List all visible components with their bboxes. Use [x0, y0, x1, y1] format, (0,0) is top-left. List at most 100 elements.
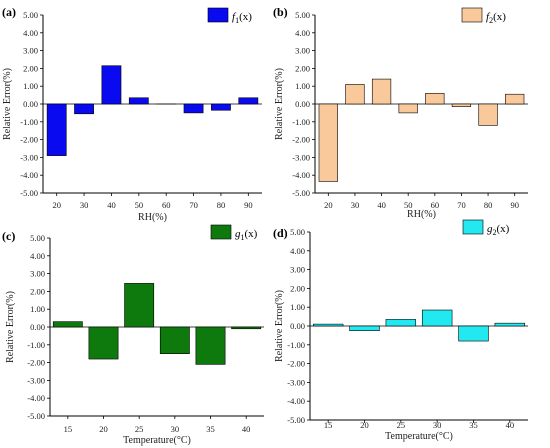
y-tick-label: -1.00 [287, 340, 305, 350]
bar [478, 103, 498, 126]
bar [451, 103, 472, 107]
panel-label: (a) [2, 5, 16, 19]
x-tick-label: 20 [360, 420, 369, 430]
y-tick-label: -4.00 [20, 170, 38, 180]
y-tick-label: 3.00 [30, 269, 45, 279]
x-tick-label: 25 [397, 420, 406, 430]
bar [318, 103, 338, 182]
y-tick-label: 3.00 [290, 265, 305, 275]
bar [398, 103, 418, 114]
y-tick-label: -3.00 [292, 152, 310, 162]
bar [421, 309, 453, 327]
y-tick-label: 5.00 [290, 227, 305, 237]
bar [195, 326, 226, 365]
x-tick-label: 25 [135, 424, 144, 434]
x-tick-label: 35 [206, 424, 215, 434]
bar [231, 326, 262, 330]
y-axis-label: Relative Error(%) [274, 290, 285, 362]
bar [494, 322, 526, 327]
y-tick-label: -3.00 [20, 152, 38, 162]
y-tick-label: -1.00 [20, 117, 38, 127]
y-tick-label: -1.00 [27, 340, 45, 350]
chart-panel-2: -5.00 -4.00 -3.00 -2.00 -1.00 0.00 1.00 2.00 3.0… [273, 5, 528, 220]
y-tick-label: 5.00 [23, 10, 38, 20]
legend-swatch [461, 7, 483, 23]
y-tick-label: -1.00 [292, 117, 310, 127]
x-tick-label: 40 [377, 200, 386, 210]
x-tick-label: 30 [80, 200, 89, 210]
x-tick-label: 15 [324, 420, 333, 430]
x-tick-label: 30 [351, 200, 360, 210]
chart-panel-3: -5.00 -4.00 -3.00 -2.00 -1.00 0.00 1.00 2.00 3.0… [2, 224, 264, 446]
x-tick-label: 20 [324, 200, 333, 210]
y-tick-label: -2.00 [27, 358, 45, 368]
y-tick-label: -2.00 [20, 135, 38, 145]
legend: f1(x) [207, 7, 252, 25]
y-tick-label: 1.00 [290, 302, 305, 312]
y-tick-label: 5.00 [30, 233, 45, 243]
x-tick-label: 80 [484, 200, 493, 210]
y-tick-label: 0.00 [290, 321, 305, 331]
y-tick-label: -3.00 [287, 377, 305, 387]
x-axis-label: Temperature(°C) [123, 435, 191, 446]
bar [385, 319, 417, 327]
x-tick-label: 15 [64, 424, 73, 434]
y-axis-label: Relative Error(%) [274, 68, 285, 140]
bar [46, 103, 67, 156]
x-axis-label: RH(%) [407, 209, 436, 220]
bar [159, 326, 190, 355]
y-tick-label: 4.00 [30, 251, 45, 261]
bar [183, 103, 204, 114]
y-tick-label: 1.00 [30, 304, 45, 314]
y-axis-label: Relative Error(%) [2, 68, 13, 140]
x-tick-label: 30 [171, 424, 180, 434]
bar [458, 325, 489, 342]
x-tick-label: 80 [217, 200, 226, 210]
bar [312, 323, 344, 327]
bar [371, 78, 392, 105]
y-tick-label: 3.00 [23, 46, 38, 56]
y-tick-label: 0.00 [23, 99, 38, 109]
y-tick-label: 0.00 [30, 322, 45, 332]
bar [101, 65, 122, 105]
x-axis-label: RH(%) [138, 212, 167, 223]
x-tick-label: 70 [189, 200, 198, 210]
legend-swatch [207, 7, 229, 23]
legend: f2(x) [461, 7, 506, 25]
y-tick-label: -5.00 [287, 415, 305, 425]
y-tick-label: 4.00 [290, 246, 305, 256]
chart-panel-4: -5.00 -4.00 -3.00 -2.00 -1.00 0.00 1.00 2.00 3.0… [273, 219, 528, 442]
x-tick-label: 40 [107, 200, 116, 210]
bar [505, 93, 525, 105]
y-tick-label: -2.00 [292, 135, 310, 145]
y-tick-label: 1.00 [23, 81, 38, 91]
bar [88, 326, 119, 360]
panel-label: (c) [2, 229, 15, 243]
chart-panel-1: -5.00 -4.00 -3.00 -2.00 -1.00 0.00 1.00 2.00 3.0… [2, 5, 262, 223]
y-tick-label: 3.00 [295, 46, 310, 56]
bar [52, 321, 83, 328]
legend-label: f1(x) [232, 11, 252, 25]
y-tick-label: -5.00 [292, 188, 310, 198]
bar [349, 325, 380, 331]
legend-label: g2(x) [487, 223, 510, 237]
y-tick-label: -5.00 [20, 188, 38, 198]
bar [128, 97, 149, 105]
x-tick-label: 20 [99, 424, 108, 434]
bar [425, 93, 445, 105]
y-tick-label: 5.00 [295, 10, 310, 20]
panel-label: (d) [273, 226, 288, 240]
x-tick-label: 50 [404, 200, 413, 210]
y-tick-label: -2.00 [287, 359, 305, 369]
x-tick-label: 70 [457, 200, 466, 210]
y-tick-label: 4.00 [23, 28, 38, 38]
x-tick-label: 90 [244, 200, 253, 210]
x-axis-label: Temperature(°C) [385, 431, 453, 442]
y-tick-label: -4.00 [27, 393, 45, 403]
panel-label: (b) [273, 5, 288, 19]
y-axis-label: Relative Error(%) [5, 291, 16, 363]
x-tick-label: 60 [431, 200, 440, 210]
x-tick-label: 30 [433, 420, 442, 430]
